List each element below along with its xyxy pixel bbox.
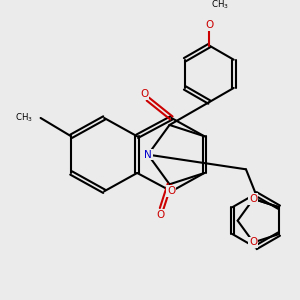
Text: CH$_3$: CH$_3$: [15, 112, 32, 124]
Text: O: O: [205, 20, 213, 30]
Text: O: O: [167, 186, 175, 196]
Text: N: N: [144, 150, 152, 160]
Text: O: O: [249, 194, 258, 204]
Text: O: O: [249, 237, 258, 248]
Text: CH$_3$: CH$_3$: [211, 0, 229, 11]
Text: O: O: [156, 210, 164, 220]
Text: O: O: [140, 89, 148, 99]
